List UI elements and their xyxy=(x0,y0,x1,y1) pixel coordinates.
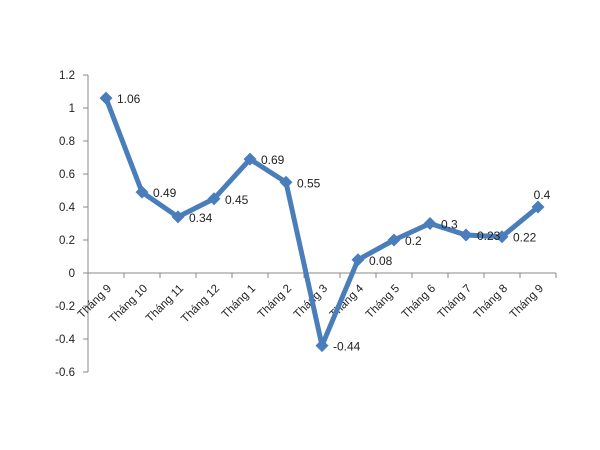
y-tick-label: 0.2 xyxy=(59,235,75,247)
data-label: 0.49 xyxy=(153,186,177,200)
series-line xyxy=(103,95,541,349)
data-point-marker xyxy=(243,152,257,166)
data-label: 0.45 xyxy=(225,193,249,207)
data-label: 0.3 xyxy=(441,218,458,232)
data-point-marker xyxy=(351,253,365,267)
data-point-marker xyxy=(171,210,185,224)
y-tick-label: 0.4 xyxy=(59,202,76,214)
y-tick-label: 0.8 xyxy=(59,136,75,148)
x-tick-label: Tháng 10 xyxy=(107,283,150,326)
series xyxy=(99,91,545,353)
y-tick-label: 1 xyxy=(69,103,75,115)
x-tick-label: Tháng 12 xyxy=(179,283,222,326)
y-tick-label: 0 xyxy=(69,268,75,280)
data-label: 0.2 xyxy=(405,234,422,248)
data-point-marker xyxy=(279,175,293,189)
data-point-marker xyxy=(99,91,113,105)
data-point-marker xyxy=(135,185,149,199)
x-tick-label: Tháng 7 xyxy=(436,283,474,321)
data-label: 0.55 xyxy=(297,176,321,190)
y-tick-label: 0.6 xyxy=(59,169,75,181)
x-tick-label: Tháng 8 xyxy=(472,283,510,321)
data-point-marker xyxy=(423,217,437,230)
y-tick-label: -0.4 xyxy=(55,334,75,346)
data-label: 0.08 xyxy=(369,254,393,268)
x-tick-label: Tháng 9 xyxy=(508,283,546,321)
data-point-marker xyxy=(531,200,545,214)
x-tick-label: Tháng 6 xyxy=(400,283,438,321)
data-label: 0.23 xyxy=(477,229,501,243)
y-axis: 1.2 1 0.8 0.6 0.4 0.2 0 -0.2 -0.4 -0.6 xyxy=(55,70,89,379)
data-point-marker xyxy=(459,228,473,242)
data-point-marker xyxy=(387,233,401,247)
data-label: 0.4 xyxy=(534,188,551,202)
data-point-marker xyxy=(495,230,509,244)
data-label: 0.69 xyxy=(261,153,285,167)
y-tick-label: -0.6 xyxy=(55,367,75,379)
data-label: 0.34 xyxy=(189,211,213,225)
data-label: -0.44 xyxy=(333,340,361,354)
data-label: 1.06 xyxy=(117,92,141,106)
y-tick-label: -0.2 xyxy=(55,301,75,313)
x-tick-label: Tháng 5 xyxy=(364,283,402,321)
x-tick-label: Tháng 2 xyxy=(256,283,294,321)
data-point-marker xyxy=(315,339,329,353)
data-labels: 1.06 0.49 0.34 0.45 0.69 0.55 -0.44 0.08 0.2 0.3 0… xyxy=(117,92,551,354)
x-tick-label: Tháng 1 xyxy=(220,283,258,321)
data-point-marker xyxy=(207,192,221,206)
y-tick-label: 1.2 xyxy=(59,70,75,82)
data-label: 0.22 xyxy=(513,231,537,245)
